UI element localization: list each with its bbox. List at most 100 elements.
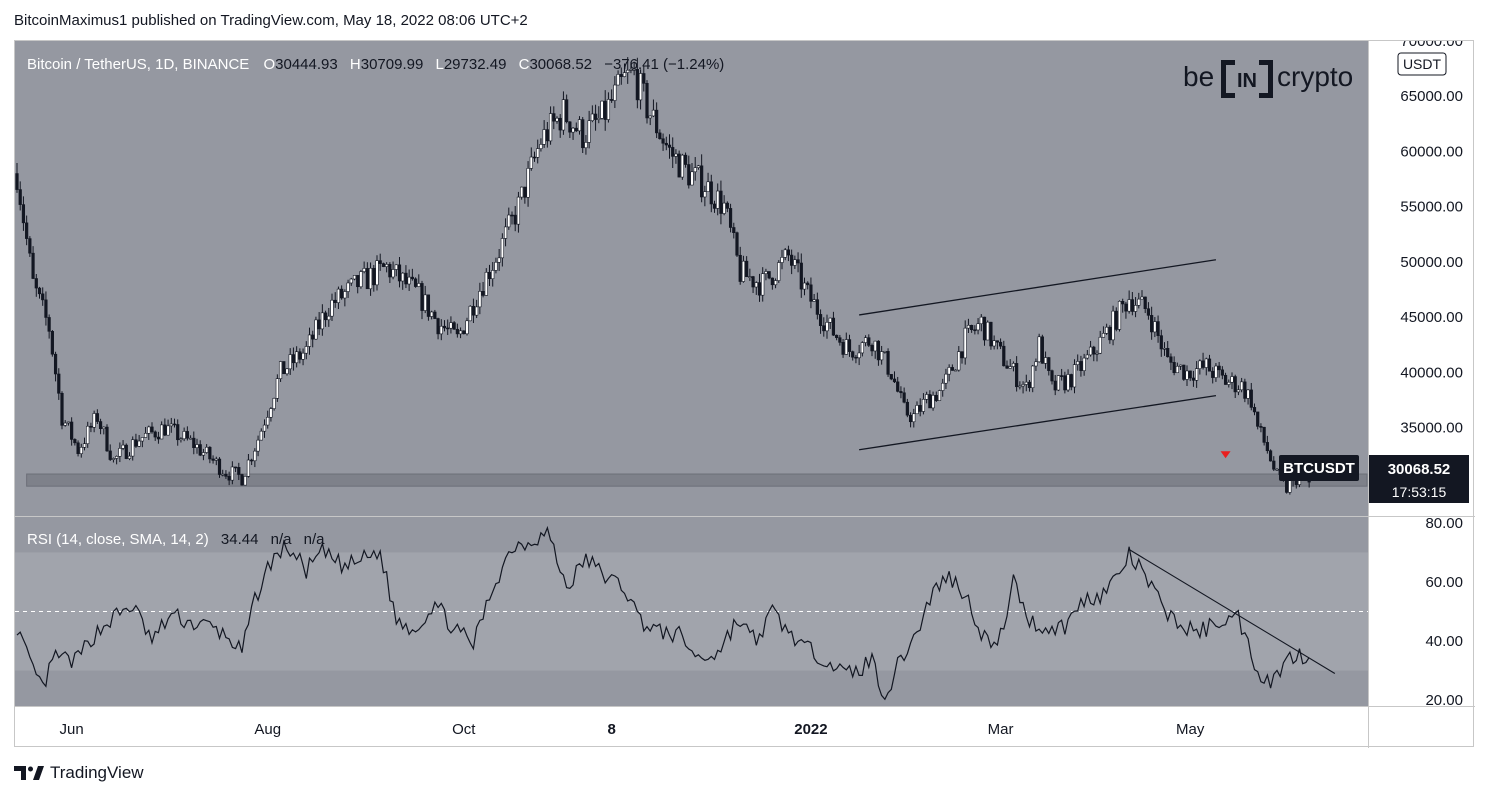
candle-body — [1037, 336, 1041, 363]
candle-body — [105, 426, 109, 452]
candle-body — [1211, 370, 1215, 378]
candle-body — [1056, 375, 1061, 391]
candle-body — [1114, 310, 1118, 330]
candle-body — [638, 73, 643, 101]
open-label: O — [263, 56, 275, 73]
candle-body — [179, 438, 183, 441]
time-tick-label: Oct — [452, 721, 476, 738]
candle-body — [153, 431, 157, 438]
candle-body — [150, 426, 154, 433]
candle-body — [1101, 333, 1106, 338]
candle-body — [147, 426, 151, 434]
candle-body — [1085, 354, 1089, 359]
candle-body — [455, 328, 459, 335]
candle-body — [475, 306, 479, 316]
candle-body — [642, 73, 646, 84]
candle-body — [793, 259, 797, 266]
candle-body — [700, 165, 704, 198]
currency-box[interactable] — [1397, 52, 1447, 76]
candle-body — [34, 278, 38, 289]
candle-body — [1175, 365, 1179, 374]
tradingview-footer[interactable]: TradingView — [14, 763, 144, 783]
high-value: 30709.99 — [361, 56, 424, 73]
candle-body — [1111, 310, 1115, 341]
candle-body — [230, 466, 234, 481]
candle-body — [1201, 360, 1205, 368]
candle-body — [931, 394, 935, 409]
candle-body — [847, 339, 852, 352]
price-axis[interactable]: 70000.00 65000.00 60000.00 55000.00 50000.00… — [1400, 41, 1463, 437]
candle-body — [812, 299, 816, 302]
candle-body — [372, 267, 376, 286]
candle-body — [613, 84, 617, 101]
candle-body — [307, 334, 312, 347]
candle-body — [577, 119, 582, 132]
candle-body — [809, 284, 813, 302]
candle-body — [28, 238, 32, 254]
candle-body — [407, 276, 411, 285]
candle-body — [899, 391, 903, 394]
chart-frame[interactable]: 70000.00 65000.00 60000.00 55000.00 50000.00… — [14, 40, 1475, 748]
candle-body — [767, 271, 771, 279]
candle-body — [79, 446, 83, 454]
candlesticks — [15, 57, 1311, 495]
candle-body — [256, 439, 260, 452]
candle-body — [558, 117, 562, 131]
candle-body — [1066, 374, 1070, 391]
candle-body — [693, 167, 697, 173]
candle-body — [1011, 363, 1016, 367]
tradingview-brand: TradingView — [50, 763, 144, 782]
candle-body — [998, 341, 1003, 347]
candle-body — [388, 264, 392, 278]
candle-body — [1236, 389, 1241, 393]
candle-body — [635, 69, 639, 101]
candle-body — [1121, 300, 1125, 305]
candle-body — [201, 452, 206, 456]
time-axis[interactable]: Jun Aug Oct 8 2022 Mar May — [60, 721, 1205, 738]
candle-body — [748, 276, 752, 278]
candle-body — [317, 319, 321, 330]
red-marker-triangle — [1220, 451, 1231, 459]
price-panel[interactable] — [15, 41, 1368, 516]
candle-body — [918, 405, 922, 412]
candle-body — [156, 436, 161, 440]
chart-canvas[interactable]: 70000.00 65000.00 60000.00 55000.00 50000.00… — [15, 41, 1475, 748]
last-price-box — [1369, 455, 1469, 481]
candle-body — [323, 312, 328, 321]
candle-body — [703, 191, 707, 198]
countdown-box — [1369, 481, 1469, 503]
candle-body — [1079, 361, 1083, 371]
candle-body — [687, 164, 691, 186]
rsi-axis[interactable]: 80.00 60.00 40.00 20.00 — [1425, 515, 1463, 709]
candle-body — [1185, 370, 1189, 380]
candle-body — [118, 448, 122, 457]
candle-body — [831, 317, 836, 336]
candle-body — [510, 214, 514, 217]
candle-body — [680, 154, 684, 178]
candle-body — [304, 346, 308, 354]
candle-body — [288, 354, 292, 370]
candle-body — [600, 100, 604, 119]
candle-body — [214, 458, 218, 461]
candle-body — [960, 351, 964, 359]
price-tick-label: 45000.00 — [1400, 309, 1463, 326]
time-tick-label: Mar — [988, 721, 1014, 738]
candle-body — [95, 413, 99, 422]
candle-body — [385, 264, 389, 267]
candle-body — [53, 353, 58, 375]
candle-body — [205, 446, 209, 453]
candle-body — [735, 232, 739, 256]
support-zone — [26, 473, 1368, 487]
candle-body — [1223, 374, 1228, 385]
candle-body — [478, 291, 482, 308]
candle-body — [963, 327, 967, 359]
candle-body — [1285, 478, 1289, 493]
candle-body — [160, 424, 164, 440]
candle-body — [584, 142, 588, 149]
candle-body — [979, 316, 983, 325]
candle-body — [1188, 370, 1192, 379]
candle-body — [1268, 450, 1273, 462]
candle-body — [632, 69, 636, 71]
candle-body — [915, 405, 919, 415]
rsi-na-2: n/a — [304, 531, 326, 548]
